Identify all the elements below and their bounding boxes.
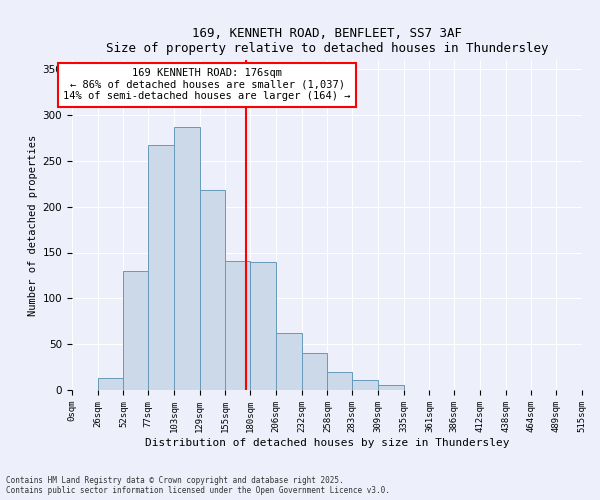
Bar (98, 378, 124, 390)
Bar (378, 386, 404, 390)
Bar (174, 127, 200, 390)
Bar (250, 262, 276, 390)
Bar (124, 271, 148, 390)
Bar (328, 372, 352, 390)
Text: Contains HM Land Registry data © Crown copyright and database right 2025.
Contai: Contains HM Land Registry data © Crown c… (6, 476, 390, 495)
Y-axis label: Number of detached properties: Number of detached properties (28, 134, 38, 316)
Bar (200, 190, 226, 390)
Bar (148, 145, 174, 390)
X-axis label: Distribution of detached houses by size in Thundersley: Distribution of detached houses by size … (145, 438, 509, 448)
Bar (302, 354, 328, 390)
Title: 169, KENNETH ROAD, BENFLEET, SS7 3AF
Size of property relative to detached house: 169, KENNETH ROAD, BENFLEET, SS7 3AF Siz… (106, 26, 548, 54)
Bar (276, 333, 302, 390)
Text: 169 KENNETH ROAD: 176sqm
← 86% of detached houses are smaller (1,037)
14% of sem: 169 KENNETH ROAD: 176sqm ← 86% of detach… (64, 68, 351, 102)
Bar (352, 380, 378, 390)
Bar (226, 261, 250, 390)
